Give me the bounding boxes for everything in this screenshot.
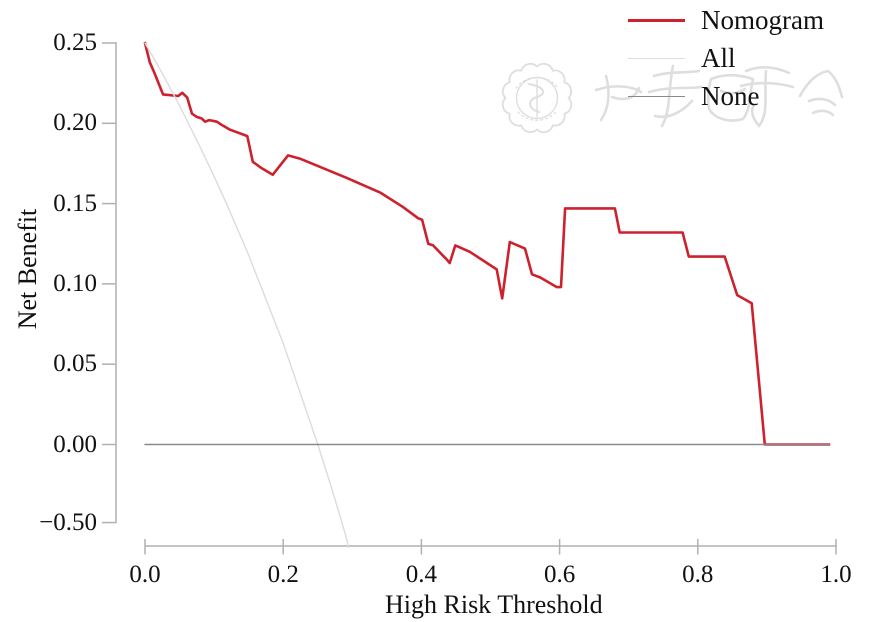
- legend-row-none: None: [628, 77, 824, 115]
- legend-label-all: All: [701, 42, 736, 73]
- legend: Nomogram All None: [628, 1, 824, 115]
- legend-row-nomogram: Nomogram: [628, 1, 824, 39]
- x-tick-label: 0.2: [267, 561, 299, 588]
- y-tick-label: 0.15: [53, 189, 97, 217]
- x-tick-label: 0.4: [405, 561, 438, 588]
- y-tick-label: 0.05: [53, 350, 97, 378]
- none-line-swatch: [628, 95, 685, 97]
- x-tick-label: 0.0: [129, 561, 161, 588]
- x-tick-label: 0.6: [543, 561, 576, 588]
- watermark-calligraphy: [594, 64, 844, 128]
- curve-nomogram: [143, 41, 831, 446]
- curves: [143, 41, 831, 548]
- y-tick-label: 0.10: [53, 269, 97, 297]
- legend-label-nomogram: Nomogram: [701, 4, 824, 35]
- x-tick-label: 1.0: [820, 561, 852, 588]
- y-tick-label: 0.25: [53, 29, 97, 56]
- nomogram-line-swatch: [628, 18, 685, 22]
- watermark-seal: [501, 62, 573, 134]
- legend-row-all: All: [628, 39, 824, 77]
- x-axis-title: High Risk Threshold: [385, 590, 603, 619]
- y-tick-label: 0.20: [53, 109, 97, 137]
- y-tick-label: 0.00: [53, 430, 97, 458]
- all-line-swatch: [628, 57, 685, 59]
- legend-label-none: None: [701, 80, 760, 111]
- curve-all: [144, 42, 350, 548]
- y-axis-title: Net Benefit: [13, 208, 42, 330]
- axes: [102, 42, 837, 555]
- y-tick-label: −0.50: [39, 508, 97, 536]
- x-tick-label: 0.8: [682, 561, 714, 588]
